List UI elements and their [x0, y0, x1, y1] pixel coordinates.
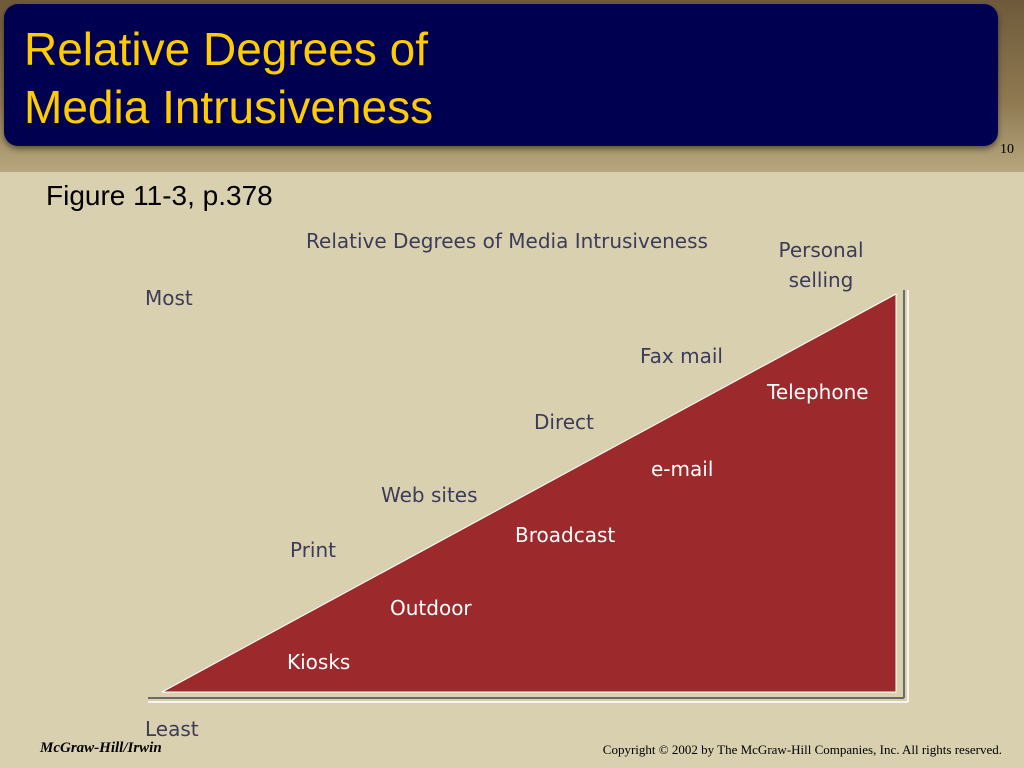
label-outdoor: Outdoor: [390, 596, 472, 620]
publisher-name: McGraw-Hill/Irwin: [40, 740, 162, 756]
label-kiosks: Kiosks: [287, 650, 350, 674]
label-email: e-mail: [651, 457, 713, 481]
label-direct: Direct: [534, 410, 594, 434]
intrusiveness-triangle: [161, 293, 897, 693]
label-print: Print: [290, 538, 336, 562]
slide-title-line1: Relative Degrees of: [24, 23, 428, 75]
label-broadcast: Broadcast: [515, 523, 615, 547]
label-fax-mail: Fax mail: [640, 344, 723, 368]
slide-number: 10: [1000, 142, 1014, 157]
diagram-heading: Relative Degrees of Media Intrusiveness: [306, 229, 708, 253]
most-label: Most: [145, 286, 193, 310]
label-web-sites: Web sites: [381, 483, 478, 507]
least-label: Least: [145, 717, 199, 741]
figure-reference: Figure 11-3, p.378: [46, 180, 273, 211]
slide-title-line2: Media Intrusiveness: [24, 81, 434, 133]
slide-title: Relative Degrees of Media Intrusiveness: [24, 20, 724, 136]
copyright-notice: Copyright © 2002 by The McGraw-Hill Comp…: [602, 742, 1002, 757]
label-personal-selling-line2: selling: [789, 268, 854, 292]
label-personal-selling-line1: Personal: [778, 238, 863, 262]
title-box: Relative Degrees of Media Intrusiveness: [4, 4, 998, 146]
label-telephone: Telephone: [766, 380, 869, 404]
